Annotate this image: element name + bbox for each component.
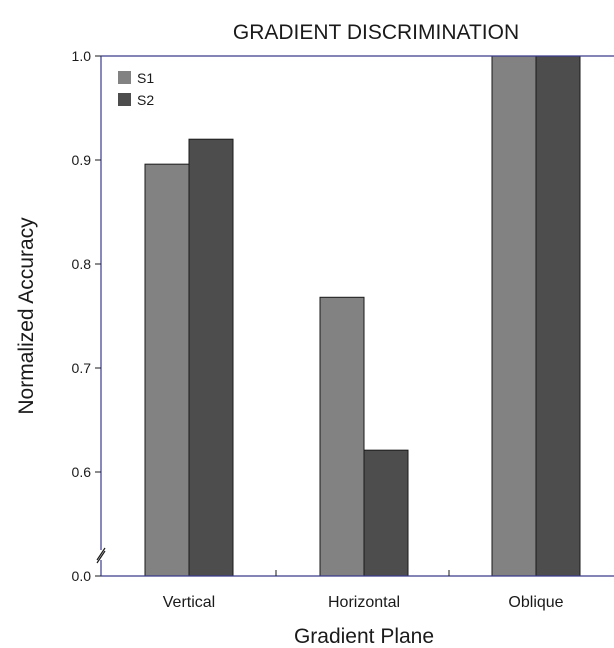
y-tick-label-0.9: 0.9	[72, 152, 92, 168]
legend-swatch-s2	[118, 93, 131, 106]
y-tick-label-0.8: 0.8	[72, 256, 92, 272]
x-axis-title: Gradient Plane	[294, 625, 434, 648]
chart-title: GRADIENT DISCRIMINATION	[233, 21, 519, 44]
y-axis-title: Normalized Accuracy	[15, 217, 38, 415]
bar-vertical-s2	[188, 138, 234, 577]
x-label-horizontal: Horizontal	[328, 594, 400, 611]
axis-break-mark-bottom	[96, 550, 106, 564]
axis-break-mark-top	[96, 547, 106, 561]
bar-oblique-s1	[491, 55, 537, 577]
axes-group	[96, 55, 614, 577]
x-label-oblique: Oblique	[508, 594, 563, 611]
bar-oblique-s2	[535, 55, 581, 577]
y-tick-label-1.0: 1.0	[72, 48, 92, 64]
legend-label-s1: S1	[137, 70, 154, 86]
bar-vertical-s1	[144, 163, 190, 577]
y-ticks-group: 0.0 0.6 0.7 0.8 0.9 1.0	[72, 48, 101, 584]
bar-horizontal-s2	[363, 449, 409, 577]
y-tick-label-0.0: 0.0	[72, 568, 92, 584]
bars-group	[144, 55, 581, 577]
x-label-vertical: Vertical	[163, 594, 215, 611]
y-tick-label-0.6: 0.6	[72, 464, 92, 480]
y-tick-label-0.7: 0.7	[72, 360, 92, 376]
bar-horizontal-s1	[319, 296, 365, 577]
legend-label-s2: S2	[137, 92, 154, 108]
legend-swatch-s1	[118, 71, 131, 84]
x-labels-group: Vertical Horizontal Oblique	[163, 594, 564, 611]
